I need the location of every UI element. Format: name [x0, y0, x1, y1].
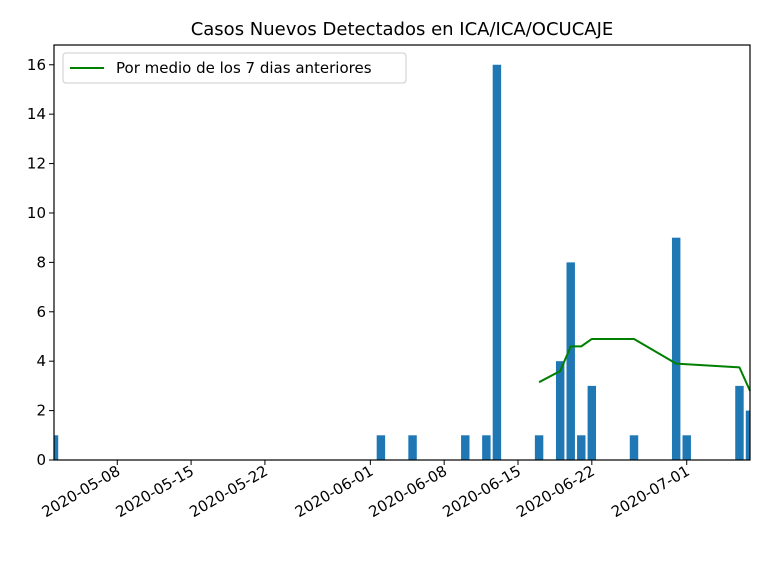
bar-2020-06-21 [577, 435, 586, 460]
y-tick-label-6: 6 [36, 303, 46, 321]
chart-title: Casos Nuevos Detectados en ICA/ICA/OCUCA… [191, 19, 614, 40]
legend-box [62, 52, 407, 84]
bar-2020-06-26 [629, 435, 639, 460]
bar-2020-06-05 [408, 435, 417, 460]
y-axis: 0 2 4 6 8 10 12 14 16 [27, 56, 54, 469]
legend: Por medio de los 7 dias anteriores [62, 52, 407, 84]
plot-frame [53, 44, 751, 461]
y-tick-label-8: 8 [36, 253, 46, 271]
bar-2020-06-02 [376, 435, 386, 460]
bar-2020-06-10 [461, 435, 470, 460]
bar-2020-06-17 [534, 435, 544, 460]
bar-2020-06-19 [555, 361, 565, 460]
bar-2020-06-13 [492, 64, 502, 460]
bar-2020-07-07 [745, 410, 750, 460]
y-tick-label-4: 4 [36, 352, 46, 370]
y-tick-label-12: 12 [27, 155, 46, 173]
bar-2020-06-30 [671, 237, 681, 460]
bar-2020-06-22 [587, 385, 597, 460]
y-tick-label-0: 0 [36, 451, 46, 469]
bar-2020-07-01 [682, 435, 691, 460]
bar-2020-05-02 [54, 435, 59, 460]
y-tick-label-14: 14 [27, 105, 46, 123]
legend-label: Por medio de los 7 dias anteriores [116, 59, 372, 77]
bar-group [54, 64, 750, 460]
bar-2020-06-20 [566, 262, 575, 460]
y-tick-label-16: 16 [27, 56, 46, 74]
y-tick-label-2: 2 [36, 402, 46, 420]
y-tick-label-10: 10 [27, 204, 46, 222]
bar-2020-07-06 [735, 385, 744, 460]
bar-2020-06-12 [482, 435, 491, 460]
